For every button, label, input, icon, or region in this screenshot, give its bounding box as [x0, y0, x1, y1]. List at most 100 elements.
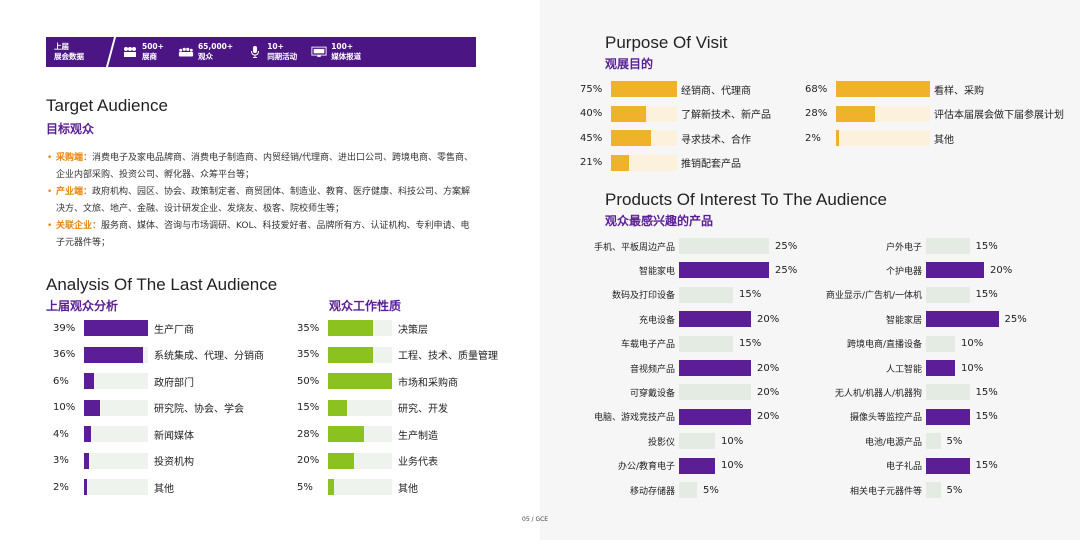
list-item-text: 服务商、媒体、咨询与市场调研、KOL、科技爱好者、品牌所有方、认证机构、专利申请…: [56, 221, 470, 248]
bar-label: 投资机构: [154, 457, 194, 468]
microphone-icon: [247, 46, 263, 58]
stat-media-text: 100+ 媒体报道: [331, 42, 361, 62]
bar-row: 电池/电源产品 5%: [810, 432, 962, 450]
bar-track: [328, 399, 392, 416]
bar-label: 相关电子元器件等: [849, 486, 922, 497]
bar-label: 摄像头等监控产品: [849, 413, 922, 424]
purpose-title: Purpose Of Visit: [605, 33, 728, 52]
bar-row: 20% 业务代表: [297, 452, 438, 470]
bar-fill: [611, 130, 651, 146]
bar-row: 智能家居 25%: [810, 310, 1027, 328]
bar-label: 其他: [934, 134, 954, 146]
target-audience-title: Target Audience: [46, 96, 168, 115]
bar-percent: 5%: [946, 435, 963, 447]
bar-track: [611, 105, 677, 122]
bar-row: 商业显示/广告机/一体机 15%: [810, 286, 998, 304]
bar-fill: [679, 408, 751, 425]
bar-row: 4% 新闻媒体: [53, 425, 194, 443]
bar-row: 39% 生产厂商: [53, 319, 194, 337]
bar-row: 50% 市场和采购商: [297, 372, 458, 390]
analysis-left-subtitle: 上届观众分析: [46, 299, 119, 313]
bar-percent: 35%: [297, 349, 320, 360]
bar-percent: 28%: [805, 108, 828, 119]
bar-label: 人工智能: [885, 364, 922, 375]
right-page: Purpose Of Visit 观展目的 75% 经销商、代理商 40% 了解新技术…: [540, 0, 1080, 540]
stat-events-text: 10+ 同期活动: [267, 42, 297, 62]
bar-track: [836, 81, 930, 97]
bullet-icon: •: [47, 221, 53, 231]
bar-row: 摄像头等监控产品 15%: [810, 408, 998, 426]
bar-label: 市场和采购商: [398, 377, 458, 389]
bar-percent: 5%: [946, 484, 963, 496]
bar-fill: [611, 105, 647, 122]
analysis-title: Analysis Of The Last Audience: [46, 275, 278, 294]
bar-fill: [836, 105, 875, 122]
bar-label: 户外电子: [885, 242, 922, 253]
bar-percent: 15%: [975, 289, 998, 301]
page-number: 05 / GCE: [522, 516, 549, 523]
list-item: • 产业端：政府机构、园区、协会、政策制定者、商贸团体、制造业、教育、医疗健康、科…: [46, 184, 474, 218]
bar-percent: 10%: [961, 338, 984, 350]
bar-percent: 10%: [721, 435, 744, 447]
banner-heading-line1: 上届: [54, 42, 69, 51]
bar-track: [84, 320, 148, 336]
bar-label: 智能家居: [885, 315, 922, 326]
bar-fill: [926, 457, 970, 474]
bar-track: [328, 452, 392, 469]
bar-label: 寻求技术、合作: [681, 134, 751, 146]
stat-label: 展商: [142, 52, 157, 61]
bar-label: 个护电器: [885, 266, 922, 277]
bar-row: 移动存储器 5%: [570, 481, 719, 499]
bar-track: [84, 426, 148, 442]
stat-exhibitors: 500+ 展商: [122, 42, 164, 62]
bar-percent: 15%: [739, 289, 762, 301]
bar-fill: [328, 426, 364, 442]
stat-label: 同期活动: [267, 52, 298, 61]
bar-fill: [836, 81, 930, 97]
bar-fill: [679, 286, 733, 303]
bar-percent: 15%: [739, 338, 762, 350]
bar-fill: [679, 238, 769, 254]
bullet-icon: •: [47, 153, 53, 163]
bar-label: 工程、技术、质量管理: [398, 351, 498, 362]
bar-fill: [926, 335, 955, 352]
bar-row: 2% 其他: [805, 129, 954, 147]
bar-fill: [926, 482, 941, 498]
bar-percent: 20%: [757, 386, 780, 398]
bar-row: 相关电子元器件等 5%: [810, 481, 962, 499]
bar-fill: [679, 360, 751, 376]
target-audience-subtitle: 目标观众: [46, 122, 95, 136]
bar-row: 充电设备 20%: [570, 310, 779, 328]
bar-label: 电脑、游戏竞技产品: [593, 413, 675, 424]
bar-track: [84, 452, 148, 469]
bar-percent: 6%: [53, 375, 69, 387]
list-item-text: 政府机构、园区、协会、政策制定者、商贸团体、制造业、教育、医疗健康、科技公司、方…: [56, 187, 471, 214]
bar-track: [836, 130, 930, 146]
bar-row: 跨境电商/直播设备 10%: [810, 335, 983, 353]
bar-label: 评估本届展会做下届参展计划: [934, 110, 1064, 121]
bar-track: [836, 105, 930, 122]
bar-percent: 20%: [757, 313, 780, 325]
bar-label: 生产厂商: [154, 324, 194, 336]
bar-fill: [926, 286, 970, 303]
bar-percent: 21%: [580, 157, 603, 168]
bar-row: 28% 评估本届展会做下届参展计划: [805, 105, 1064, 123]
bar-track: [328, 373, 392, 389]
bar-percent: 36%: [53, 349, 76, 360]
bar-row: 音视频产品 20%: [570, 359, 779, 377]
bar-fill: [926, 360, 955, 376]
bar-label: 无人机/机器人/机器狗: [834, 388, 922, 399]
bar-fill: [611, 81, 677, 97]
bar-percent: 15%: [975, 240, 998, 252]
bar-fill: [328, 346, 373, 363]
stat-value: 65,000+: [197, 42, 234, 51]
bar-row: 车载电子产品 15%: [570, 335, 761, 353]
bar-label: 办公/教育电子: [617, 462, 675, 473]
bar-fill: [679, 433, 715, 450]
stat-visitors: 65,000+ 观众: [178, 42, 233, 62]
bar-label: 手机、平板周边产品: [593, 242, 675, 253]
bar-row: 户外电子 15%: [810, 237, 998, 255]
bar-percent: 2%: [53, 481, 69, 493]
bar-percent: 20%: [990, 264, 1013, 276]
bar-percent: 25%: [1004, 313, 1027, 325]
